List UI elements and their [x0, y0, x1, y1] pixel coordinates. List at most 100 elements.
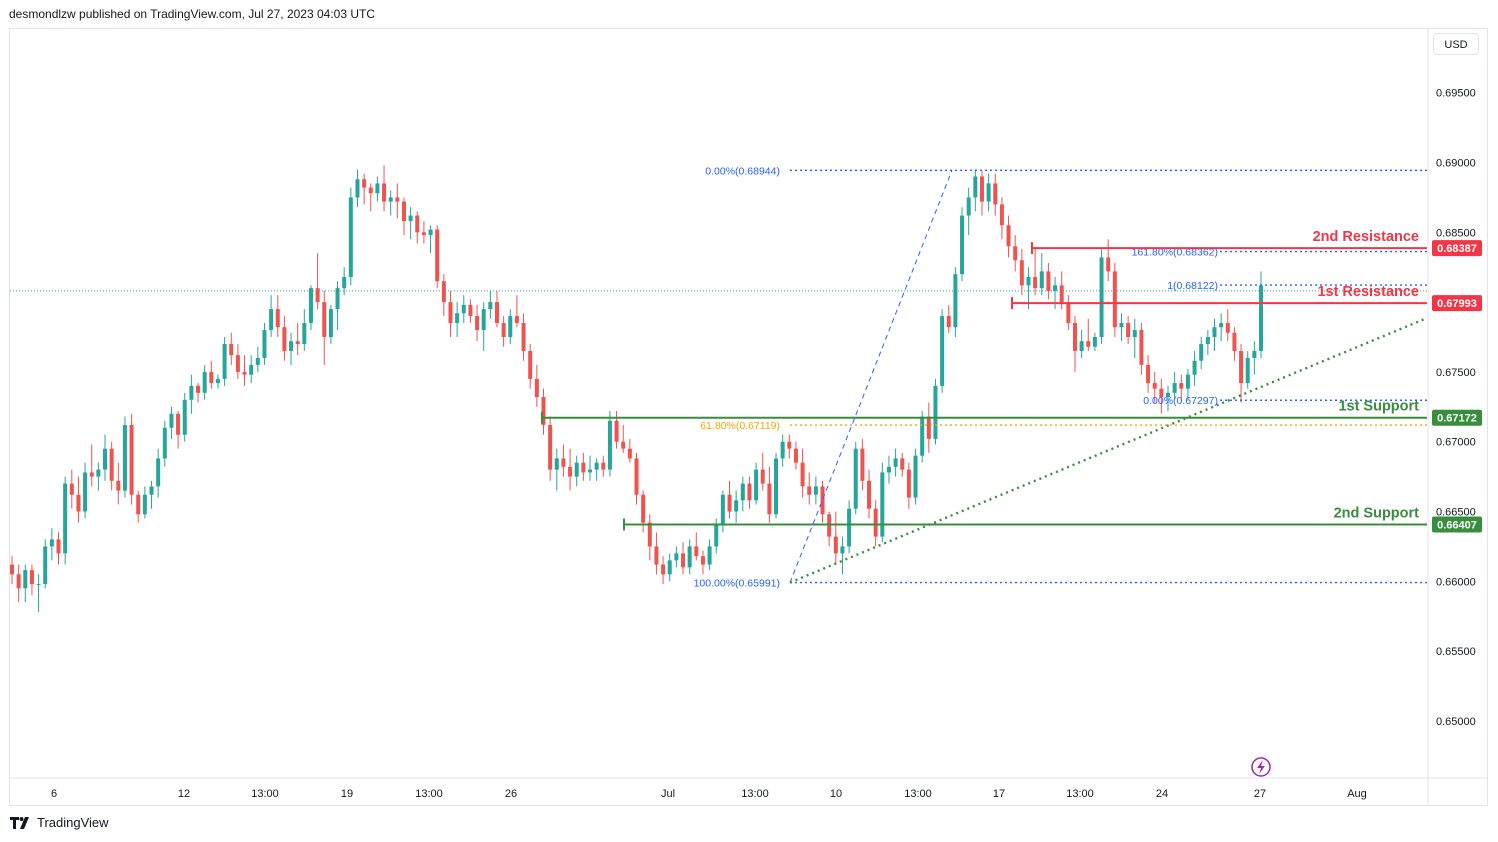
- candle-body: [1245, 357, 1250, 384]
- candle-body: [694, 546, 699, 557]
- x-tick-label: 27: [1254, 788, 1266, 800]
- candle-body: [182, 399, 187, 435]
- candle-body: [401, 201, 406, 222]
- candle-body: [448, 302, 453, 324]
- candle-body: [103, 448, 108, 470]
- candle-body: [96, 469, 101, 477]
- x-tick-label: 24: [1156, 788, 1168, 800]
- price-tag: [1432, 516, 1482, 533]
- lightning-icon[interactable]: [1251, 757, 1271, 777]
- candle-body: [428, 229, 433, 236]
- candle-body: [1225, 323, 1230, 333]
- candle-body: [1066, 302, 1071, 324]
- candle-body: [667, 560, 672, 575]
- footer-brand[interactable]: TradingView: [10, 815, 109, 830]
- candle-body: [1026, 276, 1031, 286]
- candle-body: [1106, 257, 1111, 272]
- x-tick-label: 13:00: [741, 788, 769, 800]
- candle-body: [395, 197, 400, 202]
- x-tick-label: 10: [830, 788, 842, 800]
- candle-body: [979, 176, 984, 202]
- candle-body: [461, 304, 466, 314]
- candle-body: [754, 469, 759, 501]
- candle-body: [382, 183, 387, 202]
- price-tag: [1432, 240, 1482, 257]
- candle-body: [1046, 271, 1051, 291]
- candle-body: [262, 330, 267, 358]
- candle-body: [621, 441, 626, 449]
- x-tick-label: 13:00: [904, 788, 932, 800]
- candle-body: [1112, 271, 1117, 328]
- x-tick-label: 13:00: [415, 788, 443, 800]
- candle-body: [29, 570, 34, 585]
- candle-body: [83, 472, 88, 512]
- x-tick-label: 6: [51, 788, 57, 800]
- candle-body: [953, 274, 958, 328]
- candle-body: [986, 183, 991, 202]
- candle-body: [920, 416, 925, 456]
- candle-body: [162, 427, 167, 459]
- candle-body: [23, 570, 28, 589]
- x-tick-label: 17: [993, 788, 1005, 800]
- candle-body: [355, 179, 360, 198]
- fib-level-label: 0.00%(0.67297): [1143, 395, 1218, 407]
- candle-body: [993, 183, 998, 205]
- candle-body: [634, 458, 639, 495]
- candle-body: [1139, 330, 1144, 365]
- x-tick-label: 13:00: [251, 788, 279, 800]
- candle-body: [328, 309, 333, 337]
- candle-body: [421, 232, 426, 236]
- candle-body: [156, 458, 161, 487]
- candle-body: [1159, 388, 1164, 398]
- price-tag-label: 0.68387: [1437, 243, 1477, 255]
- candle-body: [1126, 323, 1131, 337]
- candle-body: [940, 316, 945, 386]
- candle-body: [581, 462, 586, 473]
- candle-body: [209, 371, 214, 384]
- candle-body: [833, 536, 838, 554]
- x-tick-label: 26: [505, 788, 517, 800]
- fib-level-label: 1(0.68122): [1167, 280, 1218, 292]
- candle-body: [269, 309, 274, 331]
- candle-body: [43, 546, 48, 585]
- candle-body: [242, 371, 247, 375]
- candle-body: [122, 424, 127, 491]
- candle-body: [36, 584, 41, 586]
- candle-body: [322, 302, 327, 337]
- candle-body: [1059, 285, 1064, 303]
- currency-button[interactable]: USD: [1433, 33, 1479, 55]
- x-tick-label: Aug: [1347, 788, 1367, 800]
- candle-body: [222, 343, 227, 379]
- y-tick-label: 0.65500: [1436, 646, 1476, 658]
- candle-body: [1072, 323, 1077, 351]
- publisher-caption: desmondlzw published on TradingView.com,…: [9, 7, 375, 21]
- candle-body: [275, 309, 280, 328]
- candle-body: [1212, 327, 1217, 337]
- candle-body: [1179, 383, 1184, 389]
- support-trend-line: [789, 317, 1426, 584]
- candle-body: [136, 494, 141, 515]
- candle-body: [1039, 271, 1044, 289]
- candle-body: [528, 350, 533, 379]
- candle-body: [681, 553, 686, 568]
- candle-body: [774, 458, 779, 515]
- y-tick-label: 0.69500: [1436, 88, 1476, 100]
- candle-body: [249, 364, 254, 375]
- candle-body: [587, 469, 592, 473]
- tradingview-logo-icon: [10, 816, 29, 829]
- level-label: 1st Resistance: [1317, 284, 1419, 300]
- chart-frame: [9, 28, 1488, 806]
- candle-body: [966, 197, 971, 216]
- candle-body: [534, 378, 539, 398]
- candle-body: [255, 357, 260, 365]
- candle-body: [906, 469, 911, 498]
- candle-body: [169, 413, 174, 428]
- candle-body: [674, 553, 679, 561]
- candle-body: [69, 483, 74, 495]
- level-label: 2nd Support: [1334, 505, 1420, 521]
- candle-body: [747, 483, 752, 501]
- candle-body: [548, 424, 553, 470]
- candle-body: [176, 413, 181, 435]
- candle-body: [202, 371, 207, 393]
